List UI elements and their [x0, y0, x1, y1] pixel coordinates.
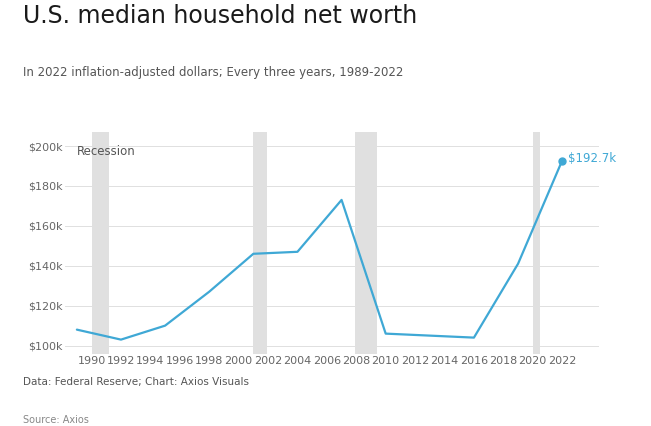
Bar — [533, 132, 540, 354]
Bar — [92, 132, 109, 354]
Text: Recession: Recession — [77, 145, 135, 158]
Text: Data: Federal Reserve; Chart: Axios Visuals: Data: Federal Reserve; Chart: Axios Visu… — [23, 377, 249, 387]
Text: In 2022 inflation-adjusted dollars; Every three years, 1989-2022: In 2022 inflation-adjusted dollars; Ever… — [23, 66, 403, 79]
Text: U.S. median household net worth: U.S. median household net worth — [23, 4, 417, 28]
Bar — [253, 132, 266, 354]
Bar — [355, 132, 377, 354]
Text: Source: Axios: Source: Axios — [23, 415, 89, 425]
Text: $192.7k: $192.7k — [568, 152, 616, 165]
